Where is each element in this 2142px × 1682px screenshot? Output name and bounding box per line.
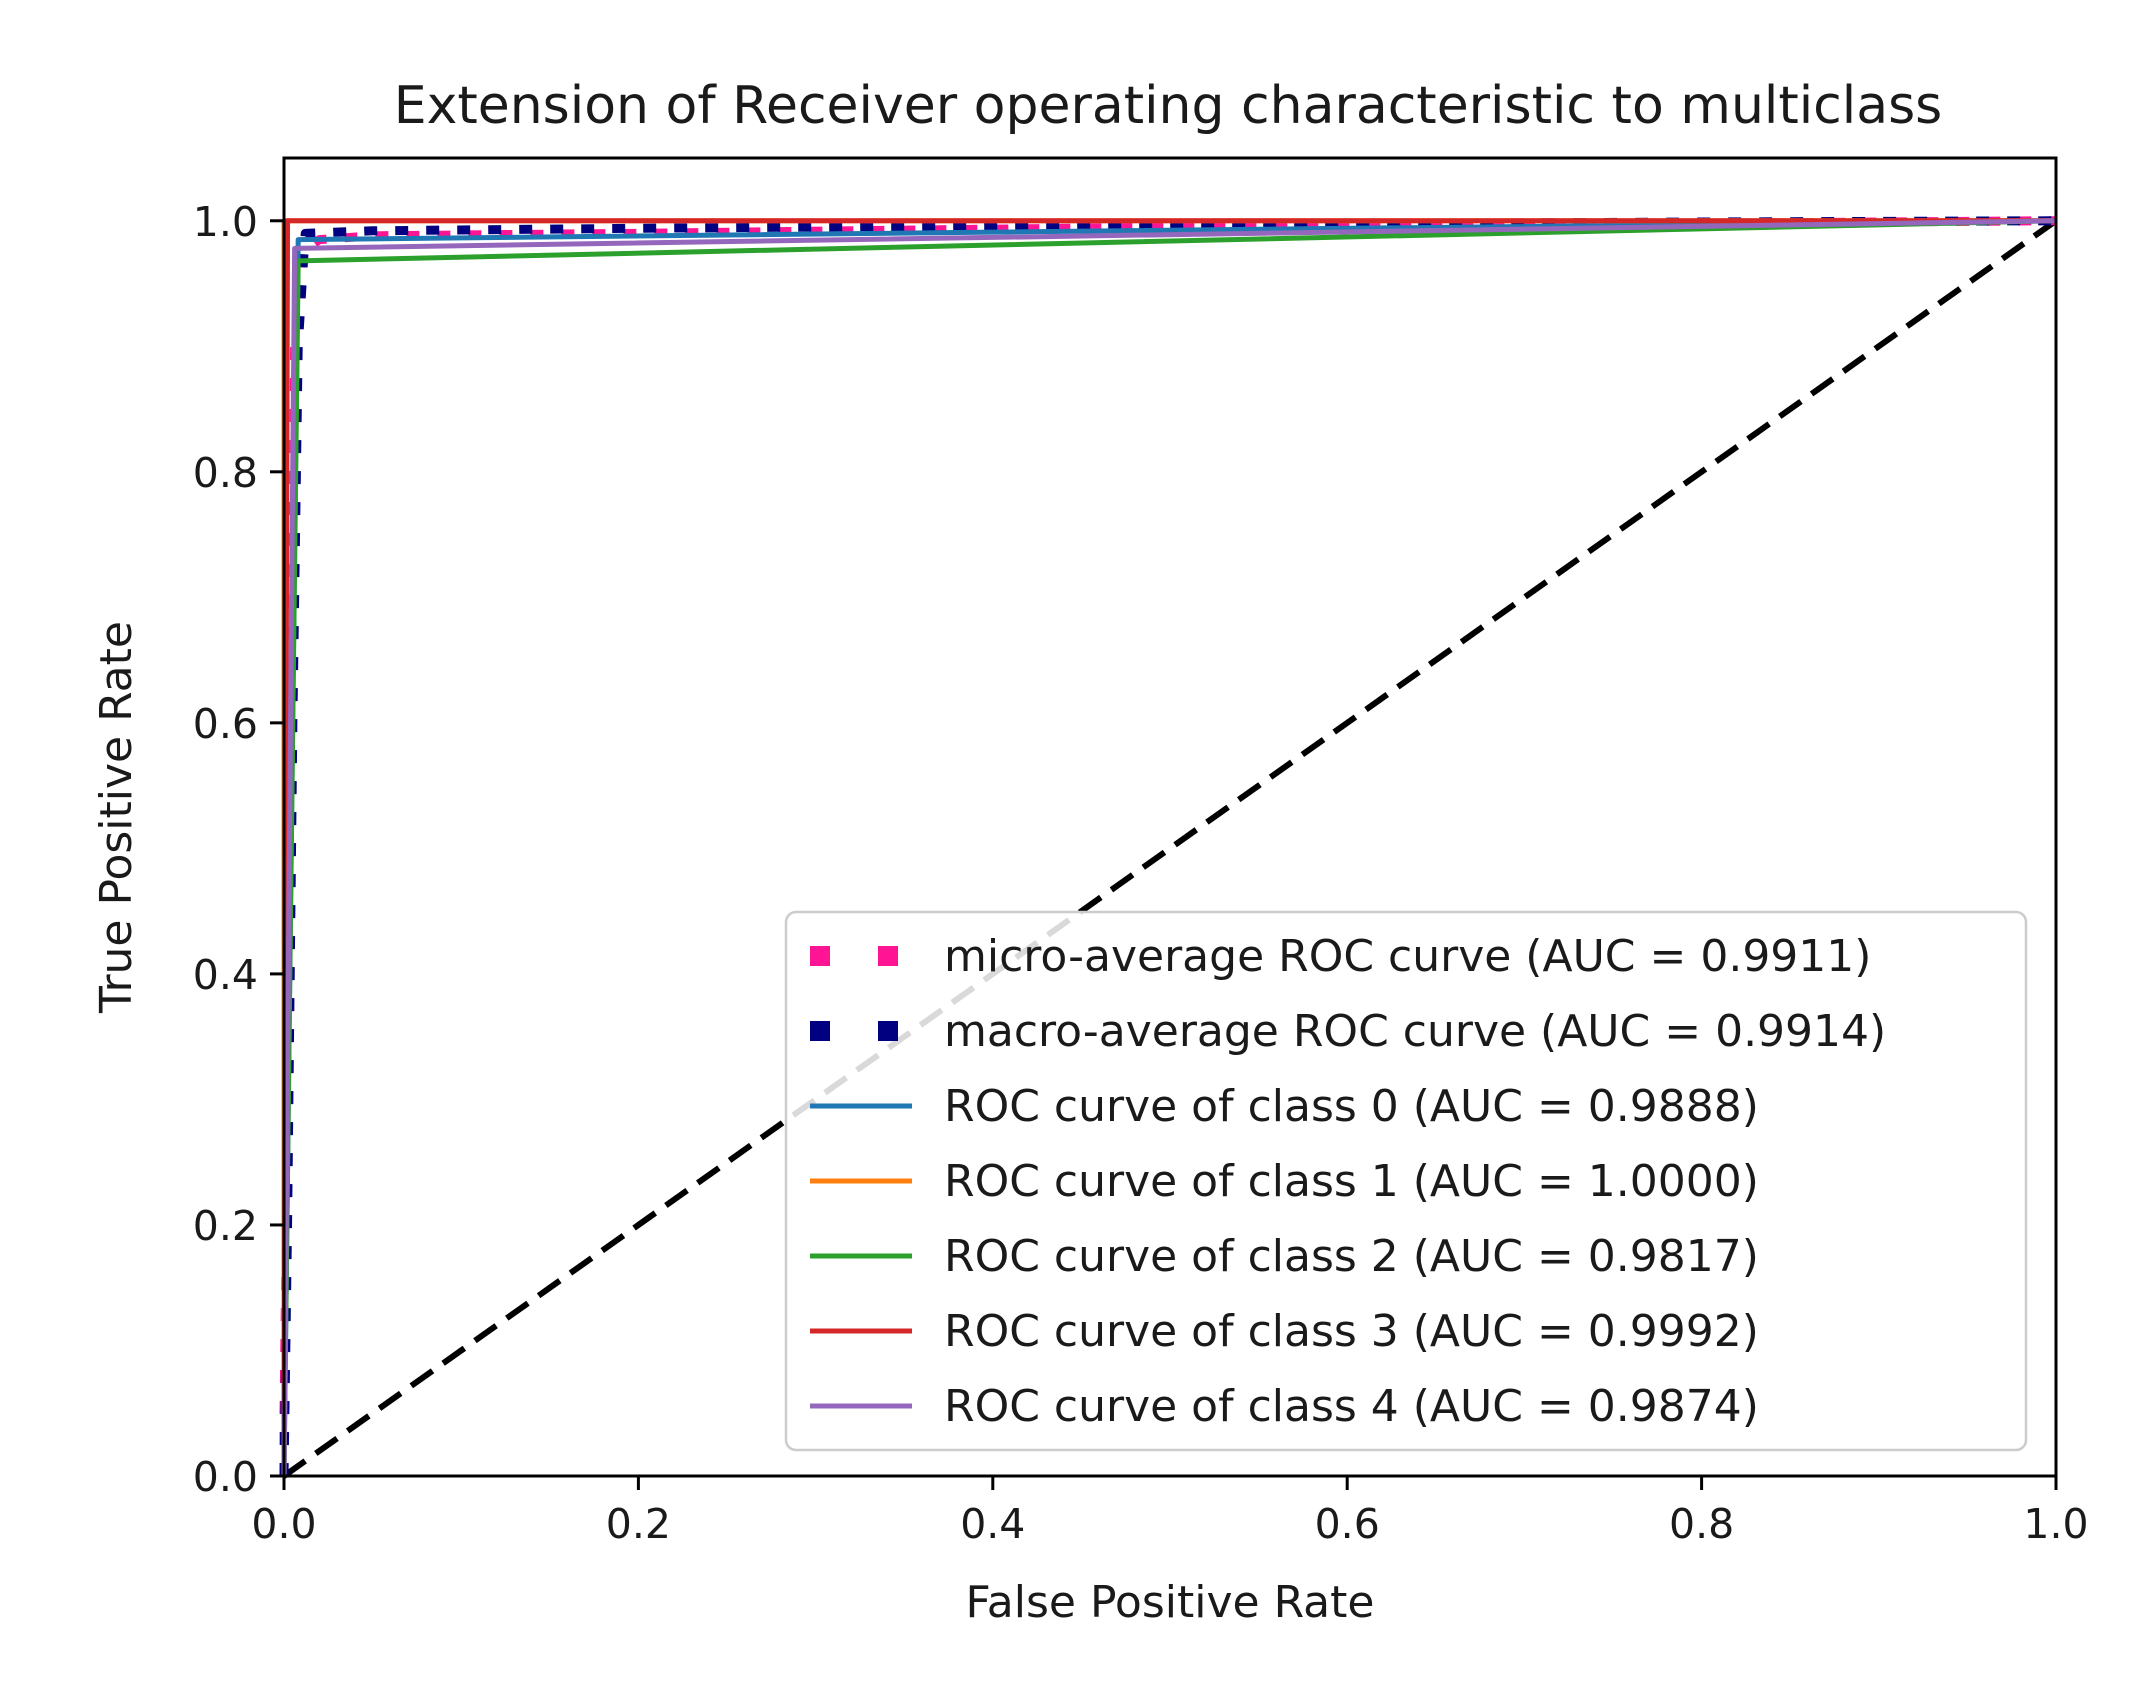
x-tick-label: 0.6 bbox=[1315, 1500, 1380, 1548]
legend-label: micro-average ROC curve (AUC = 0.9911) bbox=[944, 931, 1871, 982]
plot-area: 0.0 0.2 0.4 0.6 0.8 1.0 0.0 0.2 0.4 0.6 0.8 1.0 bbox=[193, 156, 2089, 1548]
legend-label: ROC curve of class 0 (AUC = 0.9888) bbox=[944, 1081, 1759, 1132]
x-tick-label: 0.2 bbox=[606, 1500, 671, 1548]
x-tick-label: 0.8 bbox=[1669, 1500, 1734, 1548]
chart-title: Extension of Receiver operating characte… bbox=[394, 76, 1943, 136]
y-tick-label: 0.4 bbox=[193, 951, 258, 999]
legend-label: ROC curve of class 4 (AUC = 0.9874) bbox=[944, 1381, 1759, 1432]
legend-label: ROC curve of class 3 (AUC = 0.9992) bbox=[944, 1306, 1759, 1357]
legend-label: macro-average ROC curve (AUC = 0.9914) bbox=[944, 1006, 1886, 1057]
y-tick-label: 0.0 bbox=[193, 1453, 258, 1501]
ticks-layer: 0.0 0.2 0.4 0.6 0.8 1.0 0.0 0.2 0.4 0.6 0.8 1.0 bbox=[193, 198, 2089, 1548]
chance-diagonal-line bbox=[282, 218, 2058, 1479]
y-tick-label: 0.6 bbox=[193, 700, 258, 748]
legend: micro-average ROC curve (AUC = 0.9911) ma… bbox=[784, 910, 2028, 1452]
y-tick-label: 1.0 bbox=[193, 198, 258, 246]
x-axis-label: False Positive Rate bbox=[966, 1577, 1375, 1628]
legend-label: ROC curve of class 2 (AUC = 0.9817) bbox=[944, 1231, 1759, 1282]
x-tick-label: 0.0 bbox=[251, 1500, 316, 1548]
y-tick-label: 0.2 bbox=[193, 1202, 258, 1250]
y-tick-label: 0.8 bbox=[193, 449, 258, 497]
axes-frame bbox=[282, 156, 2058, 1478]
legend-label: ROC curve of class 1 (AUC = 1.0000) bbox=[944, 1156, 1759, 1207]
series-line-6 bbox=[281, 218, 2057, 1477]
legend-entries: micro-average ROC curve (AUC = 0.9911) ma… bbox=[810, 931, 1886, 1432]
legend-box bbox=[784, 910, 2028, 1452]
x-tick-label: 1.0 bbox=[2023, 1500, 2088, 1548]
y-axis-label: True Positive Rate bbox=[91, 621, 142, 1014]
x-tick-label: 0.4 bbox=[960, 1500, 1025, 1548]
